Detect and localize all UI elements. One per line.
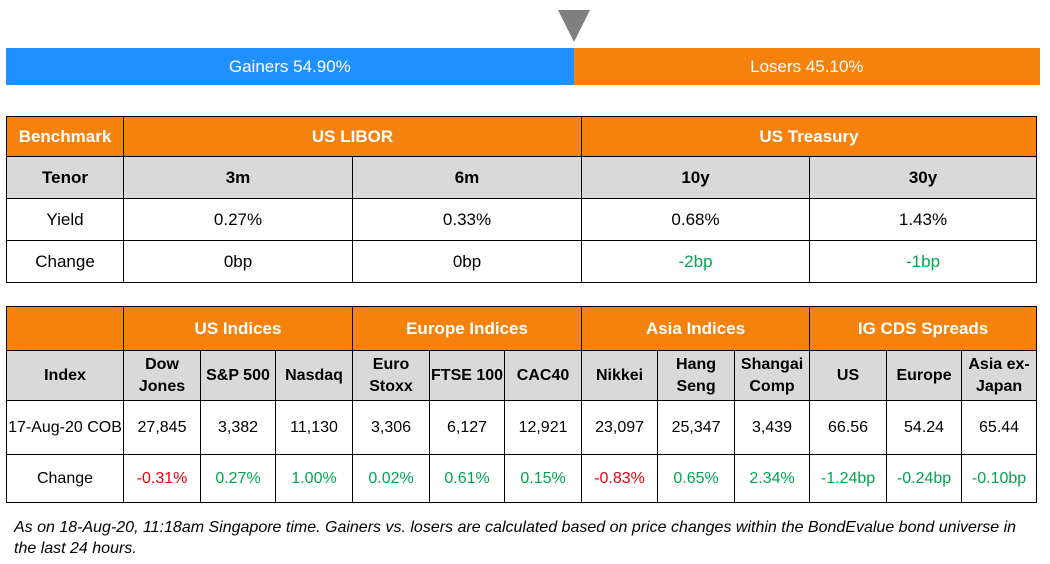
change-cell: -0.83% (581, 454, 659, 503)
gainers-losers-marker-icon (558, 10, 590, 42)
change-cell: 0.61% (429, 454, 506, 503)
indices-table: US Indices Europe Indices Asia Indices I… (6, 306, 1038, 503)
index-name-cell: Shangai Comp (734, 350, 811, 401)
value-cell: 23,097 (581, 400, 659, 455)
change-cell: -1bp (809, 240, 1038, 283)
index-name-cell: US (809, 350, 888, 401)
index-value-row: 17-Aug-20 COB 27,845 3,382 11,130 3,306 … (6, 400, 1038, 455)
value-cell: 54.24 (886, 400, 963, 455)
rates-table: Benchmark US LIBOR US Treasury Tenor 3m … (6, 116, 1038, 283)
indices-header-row: US Indices Europe Indices Asia Indices I… (6, 306, 1038, 351)
value-cell: 12,921 (504, 400, 583, 455)
index-name-cell: S&P 500 (200, 350, 276, 401)
index-label: Index (6, 350, 124, 401)
losers-segment: Losers 45.10% (573, 48, 1040, 85)
index-name-cell: Europe (886, 350, 963, 401)
tenor-cell: 3m (123, 156, 353, 199)
change-cell: 0.15% (504, 454, 583, 503)
yield-cell: 0.27% (123, 198, 353, 241)
index-name-row: Index Dow Jones S&P 500 Nasdaq Euro Stoxx … (6, 350, 1038, 401)
change-cell: -0.24bp (886, 454, 963, 503)
index-name-cell: CAC40 (504, 350, 583, 401)
change-cell: -0.10bp (961, 454, 1038, 503)
change-label: Change (6, 454, 124, 503)
europe-indices-header: Europe Indices (352, 306, 583, 351)
index-name-cell: Nikkei (581, 350, 659, 401)
asia-indices-header: Asia Indices (581, 306, 811, 351)
value-cell: 11,130 (274, 400, 354, 455)
losers-label: Losers 45.10% (750, 56, 864, 76)
value-cell: 25,347 (657, 400, 736, 455)
us-indices-header: US Indices (122, 306, 354, 351)
gainers-segment: Gainers 54.90% (6, 48, 574, 85)
change-cell: -2bp (581, 240, 811, 283)
tenor-row: Tenor 3m 6m 10y 30y (6, 156, 1038, 199)
value-cell: 3,439 (734, 400, 811, 455)
yield-row: Yield 0.27% 0.33% 0.68% 1.43% (6, 198, 1038, 241)
rates-change-row: Change 0bp 0bp -2bp -1bp (6, 240, 1038, 283)
yield-cell: 1.43% (809, 198, 1038, 241)
yield-label: Yield (6, 198, 124, 241)
change-cell: 1.00% (274, 454, 354, 503)
index-change-row: Change -0.31% 0.27% 1.00% 0.02% 0.61% 0.… (6, 454, 1038, 503)
ig-cds-header: IG CDS Spreads (809, 306, 1038, 351)
change-cell: -1.24bp (809, 454, 888, 503)
index-name-cell: Hang Seng (657, 350, 736, 401)
yield-cell: 0.68% (581, 198, 811, 241)
value-cell: 27,845 (123, 400, 201, 455)
benchmark-header: Benchmark (6, 116, 124, 157)
footnote: As on 18-Aug-20, 11:18am Singapore time.… (14, 519, 1017, 557)
change-label: Change (6, 240, 124, 283)
blank-header (6, 306, 124, 351)
gainers-label: Gainers 54.90% (228, 56, 351, 76)
change-cell: 0.02% (352, 454, 431, 503)
change-cell: 0bp (123, 240, 353, 283)
yield-cell: 0.33% (351, 198, 583, 241)
index-name-cell: FTSE 100 (429, 350, 506, 401)
us-treasury-header: US Treasury (581, 116, 1038, 157)
us-libor-header: US LIBOR (122, 116, 583, 157)
index-name-cell: Nasdaq (274, 350, 354, 401)
date-label: 17-Aug-20 COB (6, 400, 124, 455)
change-cell: 0.65% (657, 454, 736, 503)
index-name-cell: Dow Jones (123, 350, 201, 401)
value-cell: 65.44 (961, 400, 1038, 455)
rates-header-row: Benchmark US LIBOR US Treasury (6, 116, 1038, 157)
value-cell: 6,127 (429, 400, 506, 455)
index-name-cell: Asia ex- Japan (961, 350, 1038, 401)
value-cell: 3,382 (200, 400, 276, 455)
gainers-losers-bar: Gainers 54.90% Losers 45.10% (6, 48, 1040, 85)
change-cell: -0.31% (123, 454, 201, 503)
tenor-cell: 30y (809, 156, 1038, 199)
tenor-cell: 6m (351, 156, 583, 199)
value-cell: 3,306 (352, 400, 431, 455)
index-name-cell: Euro Stoxx (352, 350, 431, 401)
change-cell: 0.27% (200, 454, 276, 503)
tenor-cell: 10y (581, 156, 811, 199)
change-cell: 2.34% (734, 454, 811, 503)
change-cell: 0bp (351, 240, 583, 283)
tenor-label: Tenor (6, 156, 124, 199)
value-cell: 66.56 (809, 400, 888, 455)
